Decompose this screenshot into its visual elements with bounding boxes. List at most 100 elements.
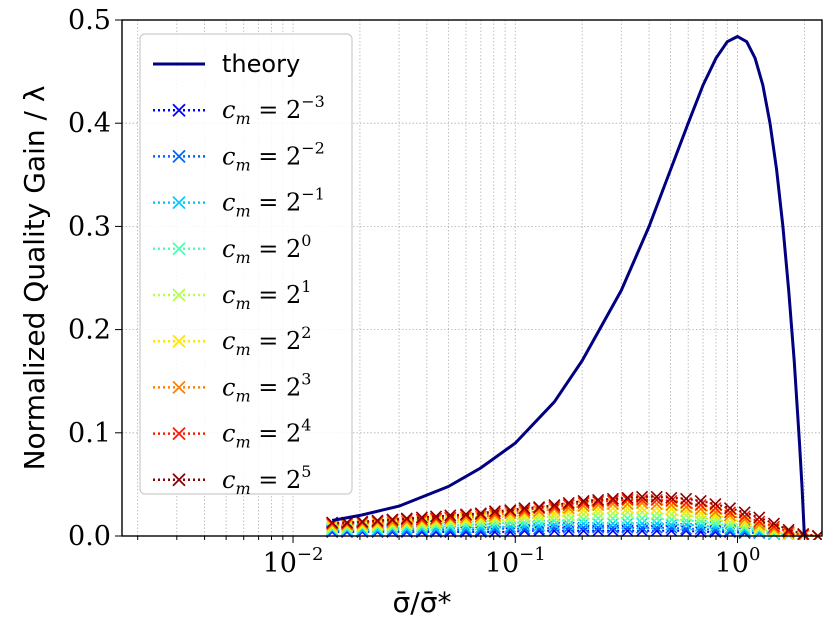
legend-swatch-marker (172, 195, 186, 210)
legend-label: cm = 21 (222, 277, 311, 313)
data-point-marker (635, 490, 649, 503)
data-point-marker (504, 504, 517, 517)
data-point-marker (621, 493, 634, 506)
legend-swatch-marker (172, 149, 186, 164)
data-point-marker (488, 507, 501, 520)
series-line (332, 507, 818, 537)
data-point-marker (665, 508, 678, 521)
data-point-marker (518, 502, 531, 515)
data-point-marker (753, 515, 766, 528)
data-point-marker (592, 517, 605, 530)
legend-swatch-marker (172, 288, 186, 302)
series-line (332, 517, 818, 537)
data-point-marker (635, 493, 649, 506)
data-point-marker (592, 521, 605, 534)
data-point-marker (650, 517, 663, 530)
data-point-marker (753, 511, 766, 524)
series-line (332, 511, 818, 537)
data-point-marker (488, 505, 501, 518)
data-point-marker (548, 503, 561, 516)
data-point-marker (504, 516, 517, 529)
data-point-marker (371, 514, 384, 527)
data-point-marker (635, 496, 649, 510)
data-point-marker (606, 521, 619, 534)
data-point-marker (621, 517, 634, 530)
data-point-marker (356, 515, 369, 528)
legend-label-theory: theory (222, 50, 300, 78)
legend-swatch-marker (172, 242, 186, 256)
series-line (332, 495, 819, 537)
y-tick-label: 0.3 (68, 211, 111, 242)
data-point-marker (562, 496, 575, 510)
data-point-marker (680, 524, 693, 537)
theory-curve (331, 35, 806, 537)
y-tick-label: 0.4 (68, 108, 111, 139)
data-point-marker (606, 517, 619, 530)
data-point-marker (650, 490, 663, 503)
legend-label: cm = 22 (222, 323, 311, 359)
data-point-marker (738, 506, 751, 519)
data-point-marker (767, 520, 781, 533)
data-point-marker (665, 513, 678, 526)
data-point-marker (767, 517, 781, 530)
data-point-marker (723, 506, 737, 519)
data-point-marker (415, 513, 428, 526)
data-point-marker (606, 494, 619, 507)
data-point-marker (606, 507, 619, 520)
data-point-marker (415, 511, 428, 524)
data-point-marker (577, 513, 590, 526)
data-point-marker (738, 510, 751, 523)
data-point-marker (592, 512, 605, 525)
legend: theory cm = 2−3 cm = 2−2 cm = 2−1 cm = 20 cm … (139, 33, 353, 498)
legend-box (139, 33, 353, 495)
y-tick-label: 0.5 (68, 5, 111, 36)
data-point-marker (562, 498, 575, 512)
data-point-marker (635, 512, 649, 525)
data-point-marker (723, 502, 737, 515)
data-point-marker (386, 513, 399, 526)
data-point-marker (709, 497, 722, 511)
series-line (332, 526, 818, 537)
data-point-marker (650, 493, 663, 506)
legend-label: cm = 23 (222, 369, 311, 405)
y-axis-label: Normalized Quality Gain / λ (18, 86, 51, 471)
data-point-marker (709, 502, 722, 515)
y-tick-label: 0.0 (68, 521, 111, 552)
data-point-marker (562, 514, 575, 527)
data-point-marker (533, 524, 546, 537)
data-point-marker (650, 507, 663, 520)
data-point-marker (606, 512, 619, 525)
data-point-marker (504, 522, 517, 535)
legend-swatch-marker (172, 334, 186, 348)
series-line (332, 529, 818, 537)
data-point-marker (533, 501, 546, 514)
plot-frame (121, 19, 823, 537)
data-point-marker (429, 512, 443, 525)
x-tick-label: 100 (715, 544, 761, 579)
data-point-marker (444, 511, 457, 524)
data-point-marker (680, 514, 693, 527)
x-axis-label: σ̄/σ̄* (393, 586, 452, 619)
data-point-marker (577, 496, 590, 510)
data-point-marker (635, 517, 649, 530)
series-line (332, 522, 818, 537)
data-point-marker (474, 507, 487, 520)
data-point-marker (621, 491, 634, 504)
data-point-marker (723, 522, 737, 535)
x-tick-label: 10−1 (485, 544, 546, 579)
legend-swatch-marker (172, 103, 186, 117)
legend-label: cm = 25 (222, 462, 311, 498)
y-tick-label: 0.2 (68, 315, 111, 346)
data-point-marker (694, 494, 707, 507)
data-point-marker (518, 504, 531, 517)
data-point-marker (400, 512, 413, 525)
data-point-marker (504, 510, 517, 523)
theory-layer (331, 35, 806, 537)
data-point-marker (429, 510, 443, 523)
legend-swatch-marker (172, 426, 186, 441)
legend-label: cm = 24 (222, 416, 311, 452)
data-point-marker (577, 494, 590, 507)
legend-label: cm = 2−1 (222, 185, 325, 221)
